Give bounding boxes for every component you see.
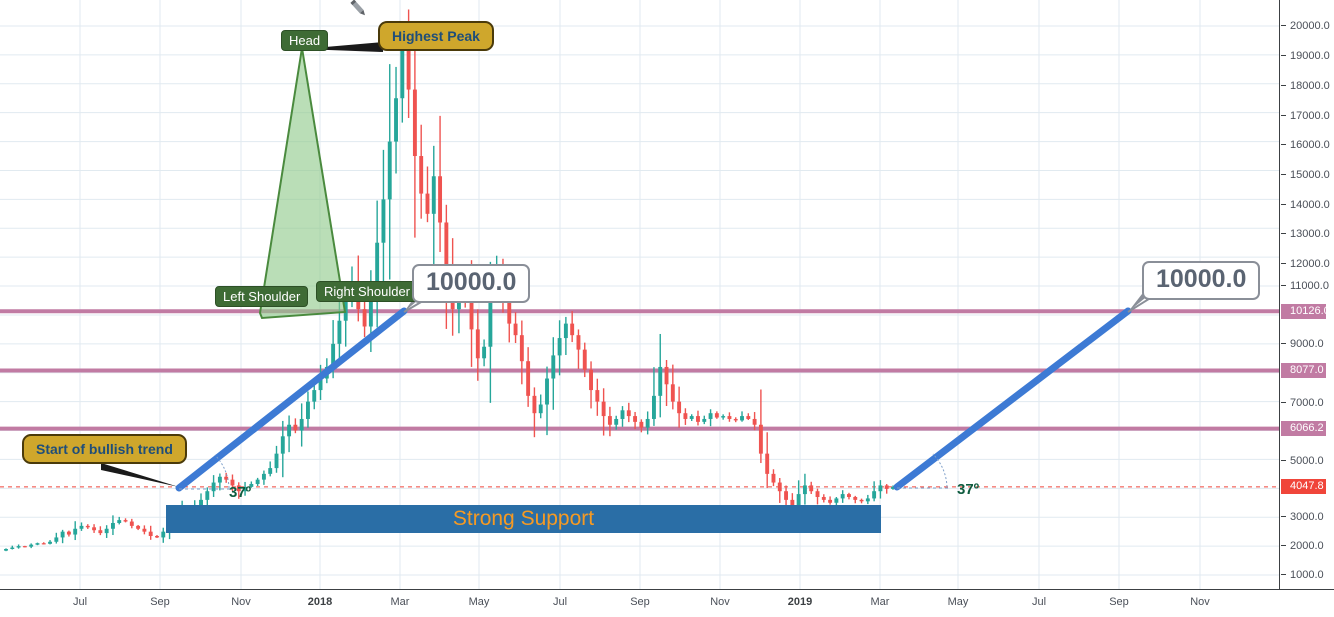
head-tag-label: Head (289, 33, 321, 48)
price-level-badge[interactable]: 8077.0 (1281, 363, 1326, 378)
time-tick-label: May (468, 596, 490, 608)
price-tick: 2000.0 (1280, 539, 1324, 553)
price-tick-label: 20000.0 (1290, 20, 1330, 32)
price-tick: 7000.0 (1280, 396, 1324, 410)
tick-mark (1281, 55, 1286, 56)
price-tick-label: 3000.0 (1290, 511, 1324, 523)
time-tick-label: Sep (1109, 596, 1129, 608)
angle-left-text: 37º (229, 484, 252, 501)
left-shoulder-tag[interactable]: Left Shoulder (215, 286, 309, 307)
strong-support-band: Strong Support (166, 505, 881, 533)
tick-mark (1281, 25, 1286, 26)
price-tick: 17000.0 (1280, 109, 1330, 123)
angle-right-text: 37º (957, 481, 980, 498)
price-tick: 1000.0 (1280, 568, 1324, 582)
time-tick-label: Nov (1190, 596, 1210, 608)
tick-mark (1281, 460, 1286, 461)
price-tick-label: 5000.0 (1290, 455, 1324, 467)
price-tick-label: 19000.0 (1290, 50, 1330, 62)
price-tick: 12000.0 (1280, 257, 1330, 271)
time-tick-label: Sep (150, 596, 170, 608)
tick-mark (1281, 144, 1286, 145)
price-tick-label: 13000.0 (1290, 228, 1330, 240)
time-tick-label: Jul (1031, 596, 1047, 608)
price-tick: 9000.0 (1280, 337, 1324, 351)
price-tick-label: 17000.0 (1290, 110, 1330, 122)
tick-mark (1281, 545, 1286, 546)
chart-plot-area[interactable]: Strong Support Head Left Shoulder Right … (0, 0, 1279, 589)
chart-svg (0, 0, 1279, 589)
price-tick-label: 15000.0 (1290, 169, 1330, 181)
highest-peak-callout[interactable]: Highest Peak (378, 21, 494, 51)
angle-label-right: 37º (957, 481, 979, 498)
time-tick-label: Nov (710, 596, 730, 608)
tick-mark (1281, 263, 1286, 264)
price-target-right[interactable]: 10000.0 (1142, 261, 1261, 300)
strong-support-label: Strong Support (452, 507, 595, 530)
time-tick-label: 2019 (787, 596, 813, 608)
bullish-trend-label: Start of bullish trend (36, 441, 173, 457)
tick-mark (1281, 233, 1286, 234)
price-tick-label: 11000.0 (1290, 280, 1329, 292)
highest-peak-label: Highest Peak (392, 28, 480, 44)
price-tick: 3000.0 (1280, 510, 1324, 524)
right-shoulder-tag[interactable]: Right Shoulder (316, 281, 418, 302)
price-level-badge[interactable]: 6066.2 (1281, 421, 1326, 436)
tick-mark (1281, 115, 1286, 116)
time-tick-label: 2018 (307, 596, 333, 608)
price-axis[interactable]: 20000.0 19000.0 18000.0 17000.0 16000.0 15000… (1279, 0, 1334, 589)
time-tick-label: Jul (72, 596, 88, 608)
bullish-trend-callout[interactable]: Start of bullish trend (22, 434, 187, 464)
head-tag[interactable]: Head (281, 30, 329, 51)
price-tick-label: 12000.0 (1290, 258, 1330, 270)
price-tick-label: 14000.0 (1290, 199, 1330, 211)
price-tick: 5000.0 (1280, 454, 1324, 468)
price-tick: 20000.0 (1280, 19, 1330, 33)
left-shoulder-tag-label: Left Shoulder (223, 289, 301, 304)
price-tick-label: 7000.0 (1290, 397, 1324, 409)
price-tick-label: 9000.0 (1290, 338, 1324, 350)
time-tick-label: Mar (390, 596, 410, 608)
price-tick-label: 16000.0 (1290, 139, 1330, 151)
time-tick-label: May (947, 596, 969, 608)
price-tick-label: 18000.0 (1290, 80, 1330, 92)
time-tick-label: Nov (231, 596, 251, 608)
right-shoulder-tag-label: Right Shoulder (324, 284, 410, 299)
price-tick-label: 2000.0 (1290, 540, 1324, 552)
price-tick: 19000.0 (1280, 49, 1330, 63)
price-target-left-label: 10000.0 (426, 268, 517, 296)
pencil-cursor-icon (350, 0, 365, 16)
price-level-badge[interactable]: 4047.8 (1281, 479, 1326, 494)
tick-mark (1281, 174, 1286, 175)
time-tick-label: Sep (630, 596, 650, 608)
price-tick-label: 1000.0 (1290, 569, 1324, 581)
price-tick: 16000.0 (1280, 138, 1330, 152)
price-tick: 14000.0 (1280, 198, 1330, 212)
price-tick: 15000.0 (1280, 168, 1330, 182)
angle-label-left: 37º (229, 484, 251, 501)
tick-mark (1281, 85, 1286, 86)
tick-mark (1281, 343, 1286, 344)
time-tick-label: Mar (870, 596, 890, 608)
tick-mark (1281, 574, 1286, 575)
price-target-right-label: 10000.0 (1156, 265, 1247, 293)
price-tick: 11000.0 (1280, 279, 1329, 293)
tick-mark (1281, 516, 1286, 517)
tick-mark (1281, 402, 1286, 403)
price-level-badge[interactable]: 10126.0 (1281, 304, 1330, 319)
price-tick: 13000.0 (1280, 227, 1330, 241)
tick-mark (1281, 285, 1286, 286)
tick-mark (1281, 204, 1286, 205)
price-target-left[interactable]: 10000.0 (412, 264, 531, 303)
price-tick: 18000.0 (1280, 79, 1330, 93)
time-tick-label: Jul (552, 596, 568, 608)
time-axis[interactable]: Jul Sep Nov 2018 Mar May Jul Sep Nov 2019 Mar May Ju… (0, 589, 1334, 617)
